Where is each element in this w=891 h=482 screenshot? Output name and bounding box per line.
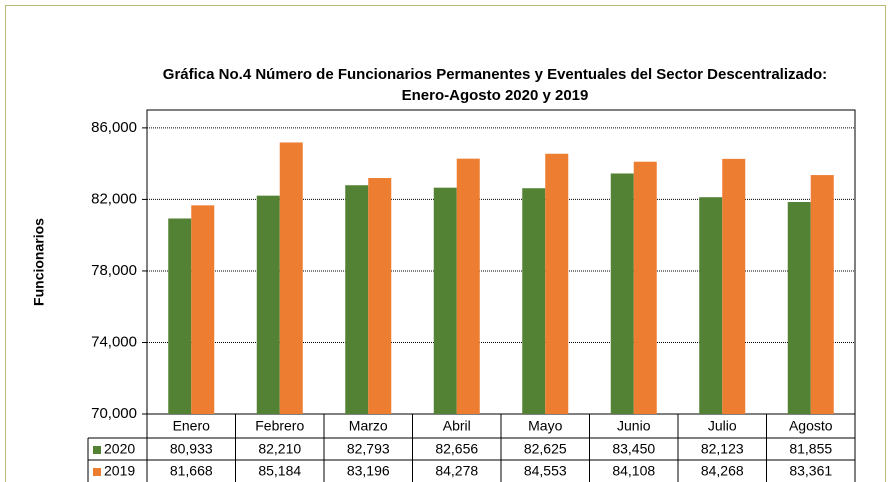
data-label: 83,361 xyxy=(789,463,832,479)
bar xyxy=(633,161,657,414)
legend-label: 2020 xyxy=(104,441,135,457)
data-label: 82,625 xyxy=(524,441,567,457)
x-tick-label: Febrero xyxy=(255,418,304,434)
bar xyxy=(256,195,280,414)
bar xyxy=(191,205,215,414)
bar xyxy=(545,153,569,414)
bar xyxy=(699,197,723,414)
bar xyxy=(433,187,457,414)
data-label: 84,268 xyxy=(701,463,744,479)
y-tick-label: 86,000 xyxy=(91,119,137,136)
data-label: 84,278 xyxy=(435,463,478,479)
data-label: 81,855 xyxy=(789,441,832,457)
y-tick-label: 70,000 xyxy=(91,405,137,422)
bar xyxy=(345,185,369,414)
x-tick-label: Enero xyxy=(173,418,211,434)
data-label: 82,656 xyxy=(435,441,478,457)
bar xyxy=(456,158,480,414)
legend-label: 2019 xyxy=(104,463,135,479)
data-label: 84,108 xyxy=(612,463,655,479)
bar xyxy=(279,142,303,414)
data-label: 82,123 xyxy=(701,441,744,457)
y-tick-label: 74,000 xyxy=(91,333,137,350)
data-label: 84,553 xyxy=(524,463,567,479)
x-tick-label: Marzo xyxy=(349,418,388,434)
chart-frame xyxy=(5,5,886,482)
bar xyxy=(368,178,392,414)
bar xyxy=(787,202,811,414)
data-label: 83,196 xyxy=(347,463,390,479)
y-tick-label: 78,000 xyxy=(91,262,137,279)
data-label: 82,793 xyxy=(347,441,390,457)
x-tick-label: Mayo xyxy=(528,418,562,434)
plot-area xyxy=(146,109,856,415)
x-tick-label: Abril xyxy=(443,418,471,434)
data-label: 81,668 xyxy=(170,463,213,479)
bar xyxy=(168,218,192,414)
y-axis-label: Funcionarios xyxy=(31,218,47,306)
x-tick-label: Junio xyxy=(617,418,651,434)
data-label: 80,933 xyxy=(170,441,213,457)
legend-key xyxy=(93,468,101,476)
y-tick-label: 82,000 xyxy=(91,190,137,207)
bar xyxy=(610,173,634,414)
x-tick-label: Agosto xyxy=(789,418,833,434)
data-label: 82,210 xyxy=(258,441,301,457)
x-tick-label: Julio xyxy=(708,418,737,434)
bar xyxy=(810,175,834,414)
legend-key xyxy=(93,446,101,454)
bar xyxy=(722,158,746,414)
bar xyxy=(522,188,546,414)
data-label: 83,450 xyxy=(612,441,655,457)
chart-title: Gráfica No.4 Número de Funcionarios Perm… xyxy=(162,66,828,104)
data-label: 85,184 xyxy=(258,463,301,479)
